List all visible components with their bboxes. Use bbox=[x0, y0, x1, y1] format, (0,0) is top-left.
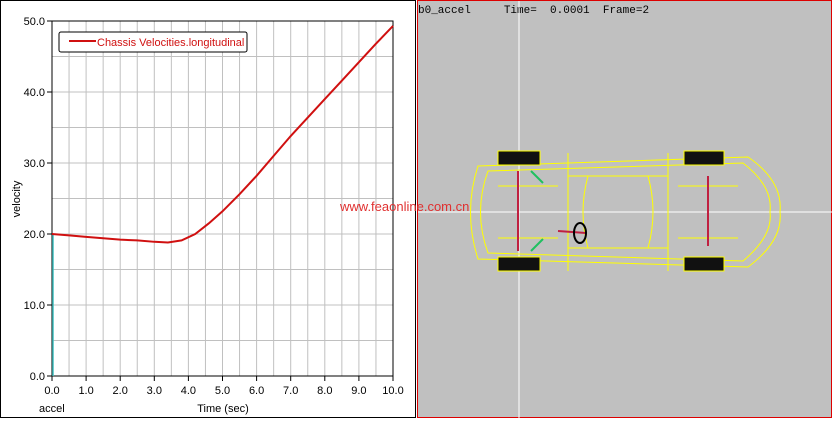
x-tick-label: 0.0 bbox=[44, 385, 59, 397]
x-tick-label: 6.0 bbox=[249, 385, 264, 397]
y-tick-label: 20.0 bbox=[24, 229, 45, 241]
x-tick-label: 7.0 bbox=[283, 385, 298, 397]
x-axis-label: Time (sec) bbox=[197, 403, 249, 415]
x-tick-label: 9.0 bbox=[351, 385, 366, 397]
y-tick-label: 50.0 bbox=[24, 16, 45, 28]
series-line bbox=[51, 25, 394, 244]
x-tick-label: 4.0 bbox=[181, 385, 196, 397]
frame-label: Frame=2 bbox=[602, 5, 650, 17]
wheels bbox=[497, 150, 725, 272]
suspension bbox=[517, 171, 709, 251]
x-tick-label: 5.0 bbox=[215, 385, 230, 397]
x-tick-label: 2.0 bbox=[113, 385, 128, 397]
animation-viewport[interactable]: b0_accel Time= 0.0001 Frame=2 bbox=[417, 0, 832, 419]
watermark: www.feaonline.com.cn bbox=[340, 199, 470, 214]
vehicle-model bbox=[418, 1, 832, 419]
legend-box bbox=[58, 31, 248, 53]
plot-panel: 0.0 1.0 2.0 3.0 4.0 5.0 6.0 7.0 8.0 9.0 10.0 0.0 10.… bbox=[0, 0, 416, 418]
model-name: b0_accel bbox=[418, 5, 471, 17]
x-tick-label: 1.0 bbox=[78, 385, 93, 397]
y-axis-label: velocity bbox=[11, 180, 23, 217]
legend-label: Chassis Velocities.longitudinal bbox=[97, 37, 244, 49]
steering-wheel bbox=[573, 222, 587, 244]
run-label: accel bbox=[39, 403, 65, 415]
y-tick-label: 40.0 bbox=[24, 87, 45, 99]
time-label: Time= bbox=[503, 5, 537, 17]
time-value: 0.0001 bbox=[550, 5, 590, 17]
y-tick-label: 30.0 bbox=[24, 158, 45, 170]
y-tick-label: 0.0 bbox=[30, 371, 45, 383]
velocity-chart: 0.0 1.0 2.0 3.0 4.0 5.0 6.0 7.0 8.0 9.0 10.0 0.0 10.… bbox=[11, 16, 404, 415]
viewport-status: b0_accel Time= 0.0001 Frame=2 bbox=[418, 5, 649, 17]
car-body-wireframe bbox=[470, 153, 781, 271]
x-tick-label: 8.0 bbox=[317, 385, 332, 397]
x-tick-label: 10.0 bbox=[382, 385, 403, 397]
y-tick-label: 10.0 bbox=[24, 300, 45, 312]
x-tick-label: 3.0 bbox=[147, 385, 162, 397]
